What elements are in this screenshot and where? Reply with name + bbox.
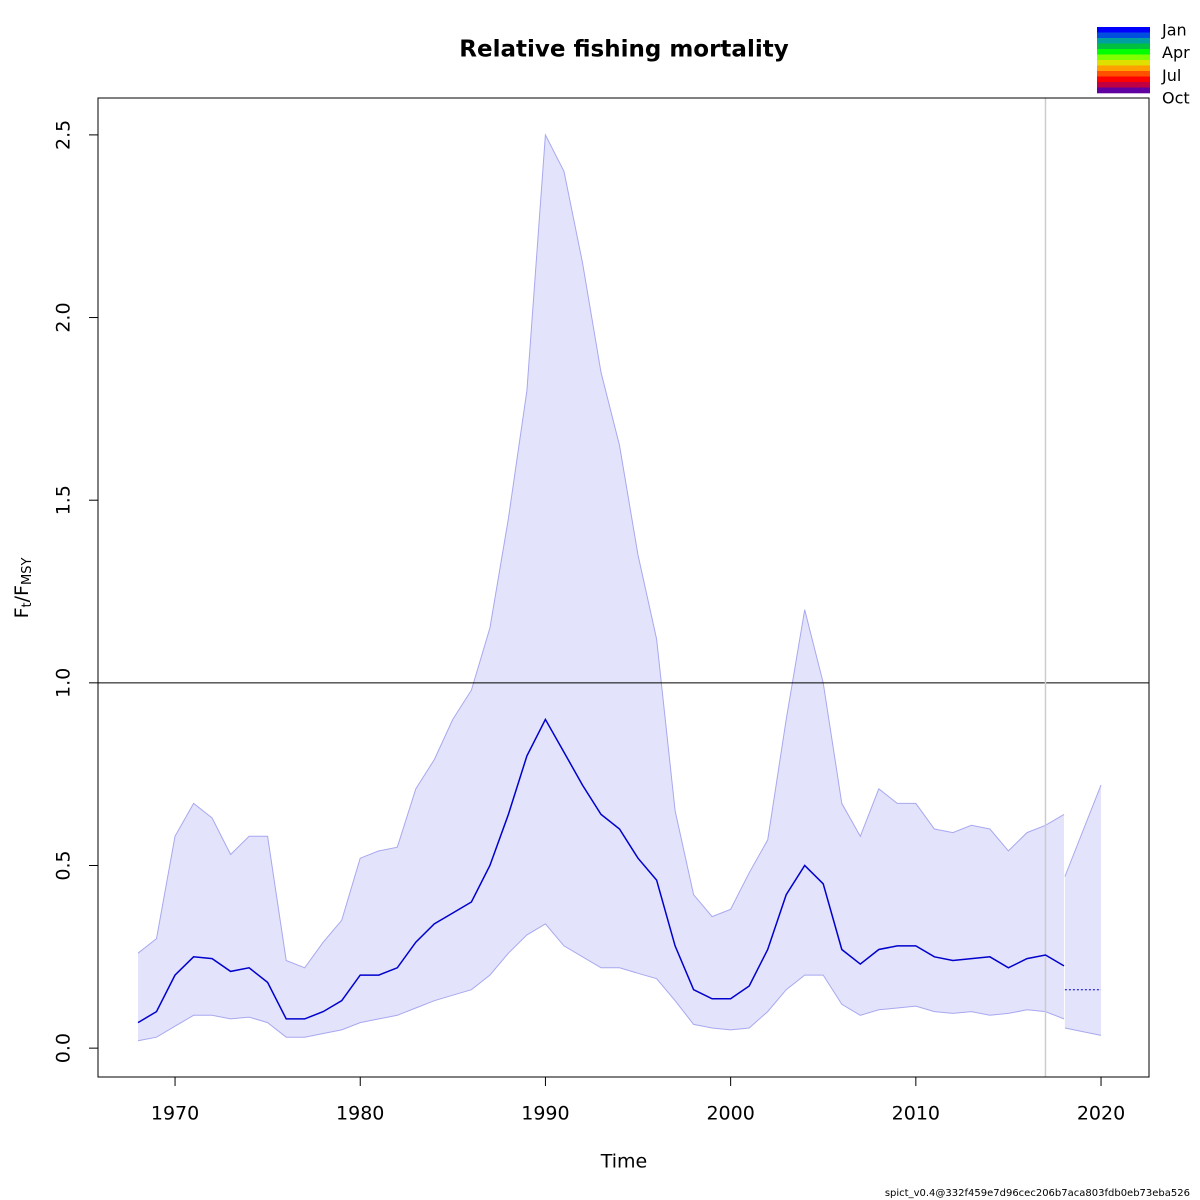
legend-label: Jul: [1161, 66, 1181, 85]
legend-swatch: [1097, 27, 1150, 33]
forecast-lower-ci: [1064, 1027, 1102, 1036]
estimate-line: [137, 717, 1065, 1024]
forecast-band: [1064, 785, 1101, 1036]
y-tick-label: 1.5: [53, 485, 75, 515]
y-tick-label: 2.0: [53, 302, 75, 332]
legend-swatch: [1097, 82, 1150, 88]
legend-swatch: [1097, 87, 1150, 94]
lower-ci: [137, 923, 1065, 1042]
y-tick-label: 1.0: [53, 668, 75, 698]
forecast-upper-ci: [1064, 784, 1102, 877]
legend-swatch: [1097, 76, 1150, 83]
x-tick-label: 1970: [151, 1103, 199, 1125]
legend-label: Oct: [1162, 88, 1190, 107]
legend-swatch: [1097, 65, 1150, 72]
legend-swatch: [1097, 60, 1150, 66]
y-tick-label: 0.5: [53, 850, 75, 880]
footer: spict_v0.4@332f459e7d96cec206b7aca803fdb…: [885, 1188, 1190, 1199]
legend-label: Jan: [1161, 21, 1187, 40]
confidence-band: [138, 134, 1064, 1041]
x-axis-label: Time: [600, 1151, 648, 1173]
x-tick-label: 2010: [892, 1103, 940, 1125]
x-tick-label: 2020: [1077, 1103, 1125, 1125]
y-tick-label: 2.5: [53, 120, 75, 150]
legend-swatch: [1097, 49, 1150, 55]
chart-title: Relative fishing mortality: [459, 37, 788, 63]
y-tick-label: 0.0: [53, 1033, 75, 1063]
x-tick-label: 1980: [336, 1103, 384, 1125]
legend-swatch: [1097, 43, 1150, 50]
upper-ci: [137, 133, 1065, 969]
legend-swatch: [1097, 71, 1150, 77]
y-axis-label: Ft/FMSY: [11, 558, 35, 619]
x-tick-label: 1990: [521, 1103, 569, 1125]
legend-swatch: [1097, 54, 1150, 61]
legend-swatch: [1097, 38, 1150, 44]
plot-frame: [97, 97, 1150, 1078]
legend-label: Apr: [1162, 43, 1190, 62]
legend-swatch: [1097, 32, 1150, 39]
x-tick-label: 2000: [706, 1103, 754, 1125]
